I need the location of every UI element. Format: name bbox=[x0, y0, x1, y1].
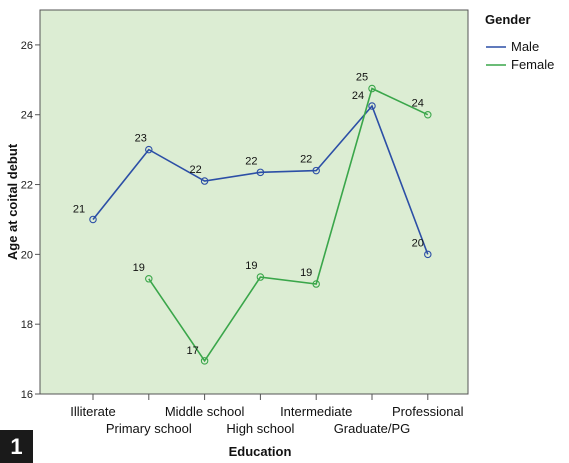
legend: Gender Male Female bbox=[485, 12, 554, 72]
point-female bbox=[424, 110, 432, 119]
x-tick-label: Primary school bbox=[106, 421, 192, 436]
data-label-male: 22 bbox=[189, 164, 201, 176]
legend-title: Gender bbox=[485, 12, 531, 27]
y-tick-label: 24 bbox=[21, 110, 33, 122]
legend-label-female: Female bbox=[511, 57, 554, 72]
data-label-male: 24 bbox=[352, 90, 364, 102]
series-line-female bbox=[148, 87, 429, 363]
y-axis: 16 18 20 22 24 26 bbox=[21, 40, 40, 401]
point-female bbox=[368, 84, 376, 93]
x-tick-label: High school bbox=[226, 421, 294, 436]
series-line-male bbox=[92, 104, 429, 255]
x-tick-label: Illiterate bbox=[70, 404, 116, 419]
point-male bbox=[145, 145, 153, 154]
point-female bbox=[312, 280, 320, 288]
legend-label-male: Male bbox=[511, 39, 539, 54]
point-male bbox=[89, 215, 97, 224]
data-label-layer: 21 23 22 22 22 24 20 19 17 19 19 25 24 bbox=[73, 72, 424, 357]
point-male bbox=[256, 168, 265, 177]
x-axis-title: Education bbox=[229, 444, 292, 459]
point-female bbox=[200, 357, 209, 365]
x-tick-label: Middle school bbox=[165, 404, 245, 419]
y-axis-title: Age at coital debut bbox=[5, 143, 20, 260]
data-label-male: 20 bbox=[412, 237, 424, 249]
y-tick-label: 26 bbox=[21, 40, 33, 52]
data-label-male: 23 bbox=[135, 133, 147, 145]
y-tick-label: 18 bbox=[21, 319, 33, 331]
data-label-female: 19 bbox=[133, 262, 145, 274]
point-male bbox=[200, 177, 209, 185]
data-label-female: 17 bbox=[186, 345, 198, 357]
data-label-female: 19 bbox=[300, 267, 312, 279]
point-female bbox=[145, 275, 153, 283]
y-tick-label: 16 bbox=[21, 389, 33, 401]
series-layer bbox=[89, 84, 432, 365]
data-label-male: 22 bbox=[245, 155, 257, 167]
point-male bbox=[368, 102, 376, 110]
data-label-female: 25 bbox=[356, 72, 368, 84]
point-female bbox=[256, 273, 265, 281]
data-label-male: 22 bbox=[300, 154, 312, 166]
panel-badge: 1 bbox=[0, 430, 33, 463]
y-tick-label: 22 bbox=[21, 180, 33, 192]
plot-area bbox=[39, 9, 469, 395]
data-label-female: 19 bbox=[245, 260, 257, 272]
x-tick-label: Intermediate bbox=[280, 404, 352, 419]
x-tick-label: Graduate/PG bbox=[334, 421, 411, 436]
x-axis: Illiterate Primary school Middle school Hig… bbox=[70, 394, 464, 436]
point-male bbox=[424, 250, 432, 259]
x-tick-label: Professional bbox=[392, 404, 464, 419]
data-label-female: 24 bbox=[412, 98, 424, 110]
data-label-male: 21 bbox=[73, 203, 85, 215]
point-male bbox=[312, 166, 320, 175]
y-tick-label: 20 bbox=[21, 249, 33, 261]
